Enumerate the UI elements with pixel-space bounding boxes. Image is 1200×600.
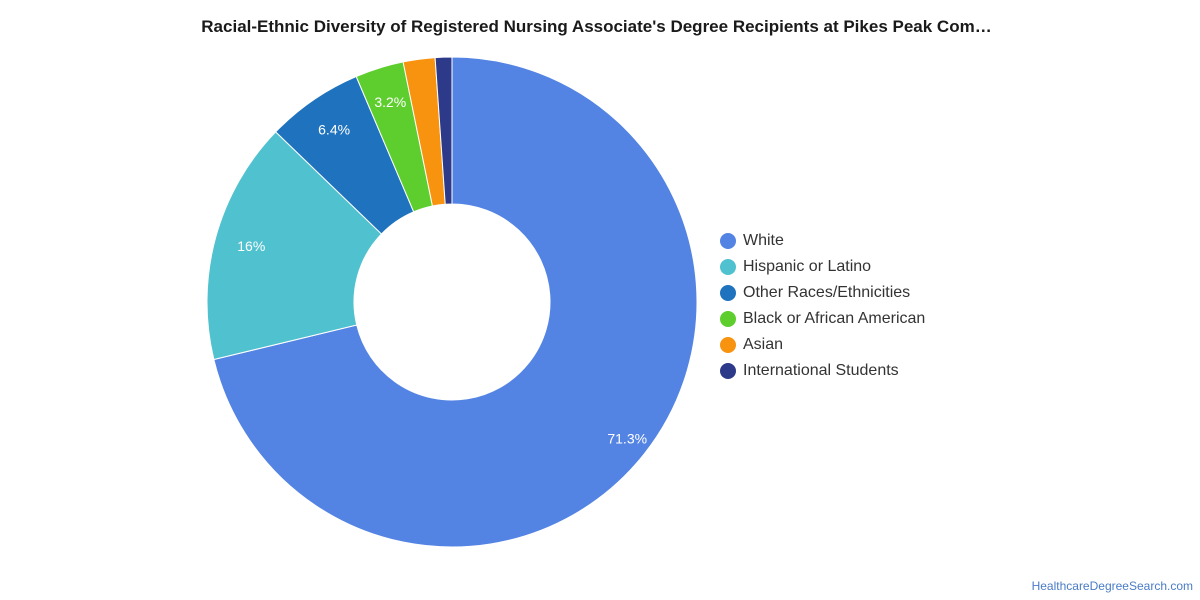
donut-slice-international-students[interactable] xyxy=(434,56,453,205)
donut-slice-hispanic-or-latino[interactable] xyxy=(206,131,383,361)
legend-item-white[interactable]: White xyxy=(720,228,925,254)
legend-label: White xyxy=(743,232,784,249)
legend-marker xyxy=(720,233,736,249)
donut-slice-white[interactable] xyxy=(213,56,698,548)
data-label: 3.2% xyxy=(374,94,406,110)
legend-item-hispanic-or-latino[interactable]: Hispanic or Latino xyxy=(720,254,925,280)
legend-label: International Students xyxy=(743,362,899,379)
data-label: 6.4% xyxy=(318,121,350,137)
source-link[interactable]: HealthcareDegreeSearch.com xyxy=(1031,579,1193,593)
data-label: 16% xyxy=(237,238,265,254)
data-label: 71.3% xyxy=(607,431,647,447)
legend-marker xyxy=(720,285,736,301)
legend-label: Asian xyxy=(743,336,784,353)
legend: White Hispanic or Latino Other Races/Eth… xyxy=(720,228,925,384)
legend-label: Black or African American xyxy=(743,310,926,327)
legend-item-black-or-african-american[interactable]: Black or African American xyxy=(720,306,925,332)
legend-item-asian[interactable]: Asian xyxy=(720,332,925,358)
legend-label: Hispanic or Latino xyxy=(743,258,872,275)
legend-marker xyxy=(720,311,736,327)
chart-title: Racial-Ethnic Diversity of Registered Nu… xyxy=(201,17,992,36)
legend-marker xyxy=(720,363,736,379)
legend-item-other-races[interactable]: Other Races/Ethnicities xyxy=(720,280,925,306)
legend-label: Other Races/Ethnicities xyxy=(743,284,911,301)
legend-item-international-students[interactable]: International Students xyxy=(720,358,925,384)
legend-marker xyxy=(720,259,736,275)
legend-marker xyxy=(720,337,736,353)
